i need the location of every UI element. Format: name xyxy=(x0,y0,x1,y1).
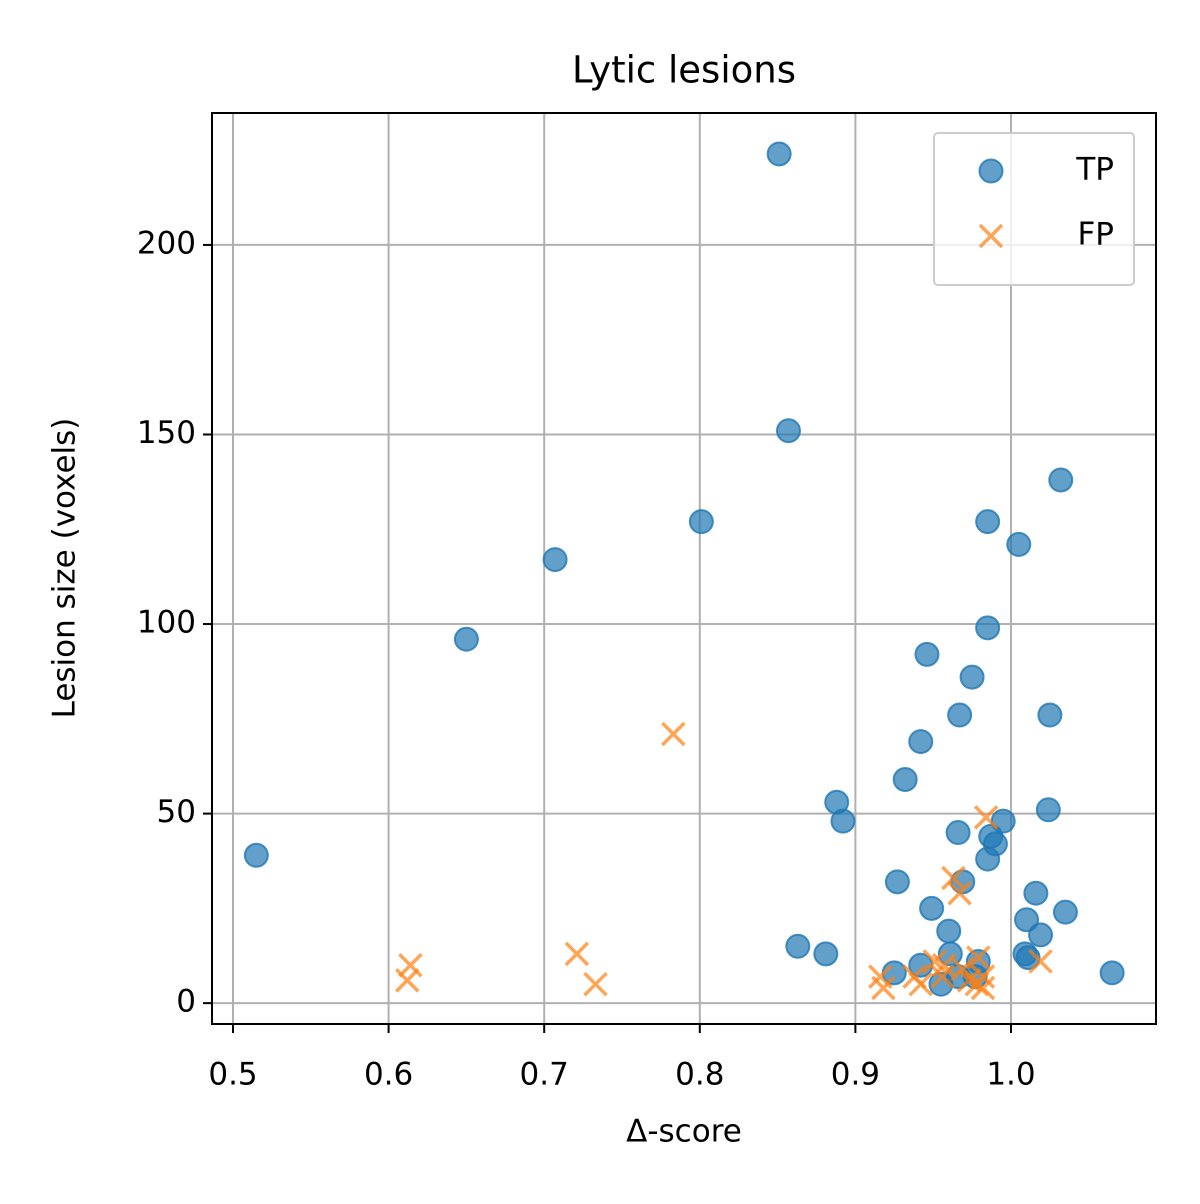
plot-frame xyxy=(211,112,1157,1025)
point xyxy=(936,918,962,944)
point xyxy=(453,626,479,652)
point xyxy=(1052,899,1078,925)
point xyxy=(975,509,1001,535)
point xyxy=(947,702,973,728)
point xyxy=(688,509,714,535)
point xyxy=(973,805,999,830)
point xyxy=(871,975,896,1001)
legend-marker xyxy=(978,223,1004,249)
point xyxy=(1028,949,1053,974)
x-tick-label: 0.5 xyxy=(208,1057,257,1093)
point xyxy=(775,418,801,444)
point xyxy=(930,964,955,989)
x-tick-label: 0.7 xyxy=(520,1057,569,1093)
point xyxy=(945,820,971,846)
point xyxy=(970,964,996,989)
point xyxy=(914,641,940,667)
point xyxy=(966,945,991,970)
point xyxy=(813,941,839,967)
point xyxy=(959,664,985,690)
point xyxy=(398,953,423,978)
point xyxy=(785,933,811,959)
chart-title: Lytic lesions xyxy=(572,49,796,92)
point xyxy=(583,971,608,997)
point xyxy=(1035,797,1061,823)
x-axis-label: Δ-score xyxy=(626,1114,742,1150)
point xyxy=(1028,922,1054,948)
legend-marker xyxy=(978,158,1004,184)
point xyxy=(661,721,686,747)
y-tick-label: 50 xyxy=(157,794,196,830)
point xyxy=(975,615,1001,641)
point xyxy=(1037,702,1063,728)
point xyxy=(1023,880,1049,906)
point xyxy=(830,808,856,834)
point xyxy=(1015,945,1041,971)
point xyxy=(884,869,910,895)
point xyxy=(941,865,966,891)
x-tick-label: 0.6 xyxy=(364,1057,413,1093)
point xyxy=(766,141,792,167)
point xyxy=(564,941,590,967)
y-axis-label: Lesion size (voxels) xyxy=(47,418,83,719)
point xyxy=(937,941,963,967)
point xyxy=(1014,907,1040,933)
point xyxy=(970,975,996,1001)
point xyxy=(243,842,269,868)
y-tick-label: 100 xyxy=(137,605,196,641)
point xyxy=(542,547,568,573)
point xyxy=(975,846,1001,872)
x-tick-label: 1.0 xyxy=(986,1057,1035,1093)
x-tick-label: 0.9 xyxy=(831,1057,880,1093)
point xyxy=(947,880,972,906)
point xyxy=(892,766,918,792)
point xyxy=(1006,531,1032,557)
y-tick-label: 150 xyxy=(137,415,196,451)
point xyxy=(1099,960,1125,986)
legend-label: FP xyxy=(1077,217,1114,253)
y-tick-label: 200 xyxy=(137,225,196,261)
legend-label: TP xyxy=(1075,152,1114,188)
x-tick-label: 0.8 xyxy=(675,1057,724,1093)
point xyxy=(1048,467,1074,493)
point xyxy=(956,968,982,993)
point xyxy=(908,729,934,755)
point xyxy=(395,968,420,993)
y-tick-label: 0 xyxy=(176,984,196,1020)
point xyxy=(908,971,933,997)
point xyxy=(919,895,945,921)
